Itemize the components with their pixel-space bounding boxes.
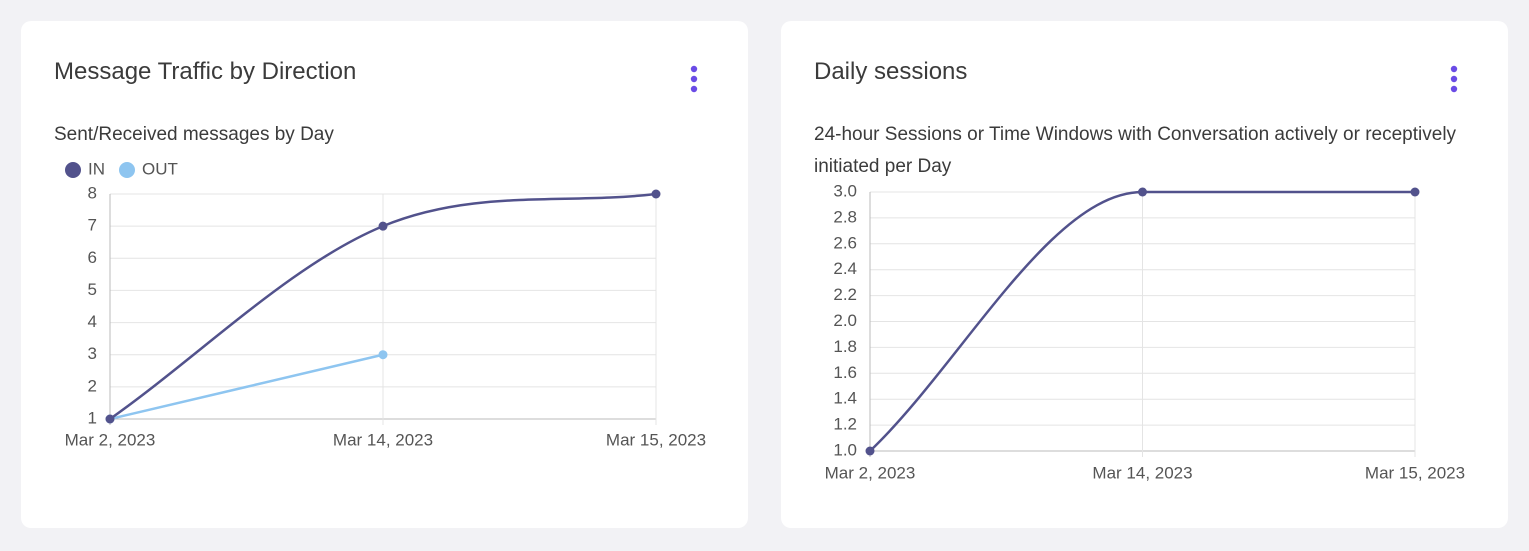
chart-subtitle: 24-hour Sessions or Time Windows with Co… [814,124,1457,177]
point [1138,187,1147,197]
legend-label: OUT [142,159,178,178]
x-tick-label: Mar 14, 2023 [1092,463,1192,482]
menu-button[interactable] [1446,65,1462,97]
y-tick-label: 2.4 [833,259,857,278]
point [378,221,388,231]
point [378,350,388,360]
x-tick-label: Mar 14, 2023 [333,430,433,449]
y-tick-label: 2.8 [833,207,857,226]
y-tick-label: 4 [88,312,97,331]
y-tick-label: 2.0 [833,311,857,330]
line [869,190,1415,452]
point [651,189,661,199]
chart: 1.0 1.2 1.4 1.6 1.8 2.0 2.2 2.4 2.6 2.8 3.0 Mar 2, … [825,181,1465,482]
legend-label: IN [88,159,105,178]
y-tick-label: 1.8 [833,337,857,356]
point [865,446,875,456]
point [105,414,115,424]
chart-card: Daily sessions 24-hour Sessions or Time … [781,21,1508,528]
chart-subtitle: Sent/Received messages by Day [54,124,334,145]
line [109,353,384,421]
chart: 1 2 3 4 5 6 7 8 Mar 2, 2023 Mar 14, 2023 Mar 15, 2… [65,159,706,449]
y-tick-label: 1.6 [833,363,857,382]
y-tick-label: 3.0 [833,181,857,200]
chart-title: Daily sessions [814,58,968,85]
y-tick-label: 7 [88,216,97,235]
point [1410,187,1420,197]
x-tick-label: Mar 2, 2023 [65,430,156,449]
x-tick-label: Mar 2, 2023 [825,463,916,482]
y-tick-label: 1.4 [833,389,857,408]
chart-title: Message Traffic by Direction [54,58,357,85]
legend-swatch [119,162,135,178]
y-tick-label: 2.6 [833,233,857,252]
menu-button[interactable] [686,65,702,97]
y-tick-label: 6 [88,248,97,267]
y-tick-label: 1.0 [833,440,857,459]
y-tick-label: 1.2 [833,415,857,434]
y-tick-label: 8 [88,183,97,202]
legend-swatch [65,162,81,178]
chart-card: Message Traffic by Direction Sent/Receiv… [21,21,748,528]
x-tick-label: Mar 15, 2023 [1365,463,1465,482]
y-tick-label: 5 [88,280,97,299]
y-tick-label: 3 [88,344,97,363]
x-tick-label: Mar 15, 2023 [606,430,706,449]
y-tick-label: 1 [88,408,97,427]
y-tick-label: 2.2 [833,285,857,304]
y-tick-label: 2 [88,376,97,395]
